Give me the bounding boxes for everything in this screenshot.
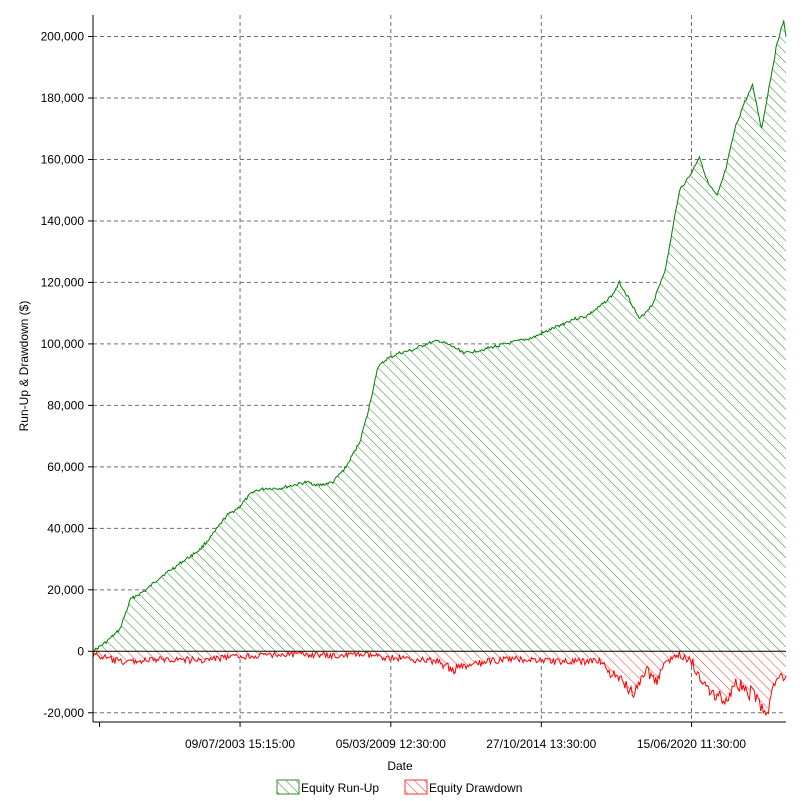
y-tick-label: 40,000 (47, 521, 84, 535)
y-tick-label: 120,000 (41, 275, 85, 289)
legend-swatch-run-up (276, 779, 300, 795)
legend-label-drawdown: Equity Drawdown (429, 781, 522, 795)
x-axis-title: Date (387, 759, 413, 773)
x-tick-label: 15/06/2020 11:30:00 (637, 737, 747, 751)
y-tick-label: 180,000 (41, 91, 85, 105)
series-line-drawdown (92, 650, 787, 717)
series-areas (93, 20, 786, 715)
y-tick-label: 200,000 (41, 30, 85, 44)
series-area-run-up (93, 20, 786, 653)
y-tick-label: 140,000 (41, 214, 85, 228)
series-area-drawdown (93, 651, 786, 715)
series-lines (92, 20, 787, 717)
x-tick-label: 09/07/2003 15:15:00 (185, 737, 295, 751)
y-axis-title: Run-Up & Drawdown ($) (17, 301, 31, 432)
legend-label-run-up: Equity Run-Up (301, 781, 379, 795)
y-tick-label: 20,000 (47, 583, 84, 597)
axes: -20,000 0 20,000 40,000 60,000 80,000 100,000 1… (41, 15, 786, 751)
y-tick-label: 100,000 (41, 337, 85, 351)
y-tick-label: 160,000 (41, 152, 85, 166)
y-tick-label: 80,000 (47, 398, 84, 412)
y-tick-label: -20,000 (43, 706, 84, 720)
y-tick-label: 60,000 (47, 460, 84, 474)
legend: Equity Run-Up Equity Drawdown (276, 779, 522, 795)
legend-swatch-drawdown (404, 779, 428, 795)
x-tick-label: 05/03/2009 12:30:00 (336, 737, 446, 751)
series-line-run-up (92, 20, 787, 653)
x-tick-label: 27/10/2014 13:30:00 (486, 737, 596, 751)
y-tick-label: 0 (77, 644, 84, 658)
